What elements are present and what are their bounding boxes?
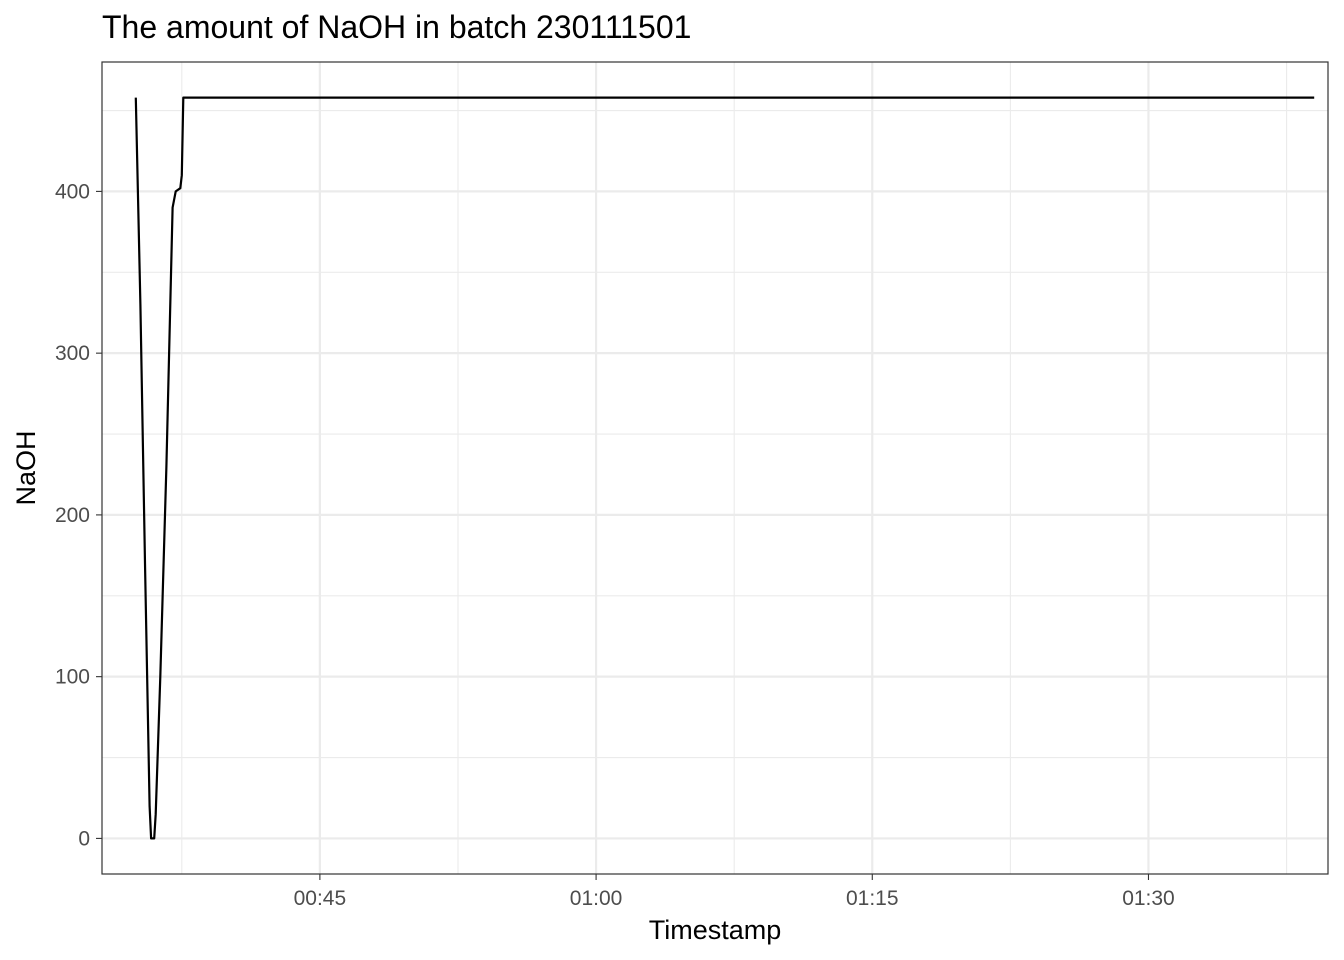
series-line-naoh (134, 96, 1315, 840)
y-axis-title: NaOH (11, 430, 41, 505)
series-layer (134, 96, 1315, 840)
x-tick-label: 00:45 (294, 887, 347, 910)
grid-layer (102, 62, 1328, 874)
tick-layer: 0 100 200 300 400 00:45 01:00 01:15 01:30 (55, 180, 1175, 910)
y-tick-label: 300 (55, 342, 90, 365)
chart-title: The amount of NaOH in batch 230111501 (102, 9, 691, 45)
x-axis-title: Timestamp (649, 915, 782, 945)
y-tick-label: 100 (55, 666, 90, 689)
panel-border (101, 61, 1329, 875)
x-tick-label: 01:15 (846, 887, 899, 910)
y-tick-label: 200 (55, 504, 90, 527)
x-tick-label: 01:30 (1122, 887, 1175, 910)
x-tick-label: 01:00 (570, 887, 623, 910)
y-tick-label: 400 (55, 180, 90, 203)
y-tick-label: 0 (78, 827, 90, 850)
